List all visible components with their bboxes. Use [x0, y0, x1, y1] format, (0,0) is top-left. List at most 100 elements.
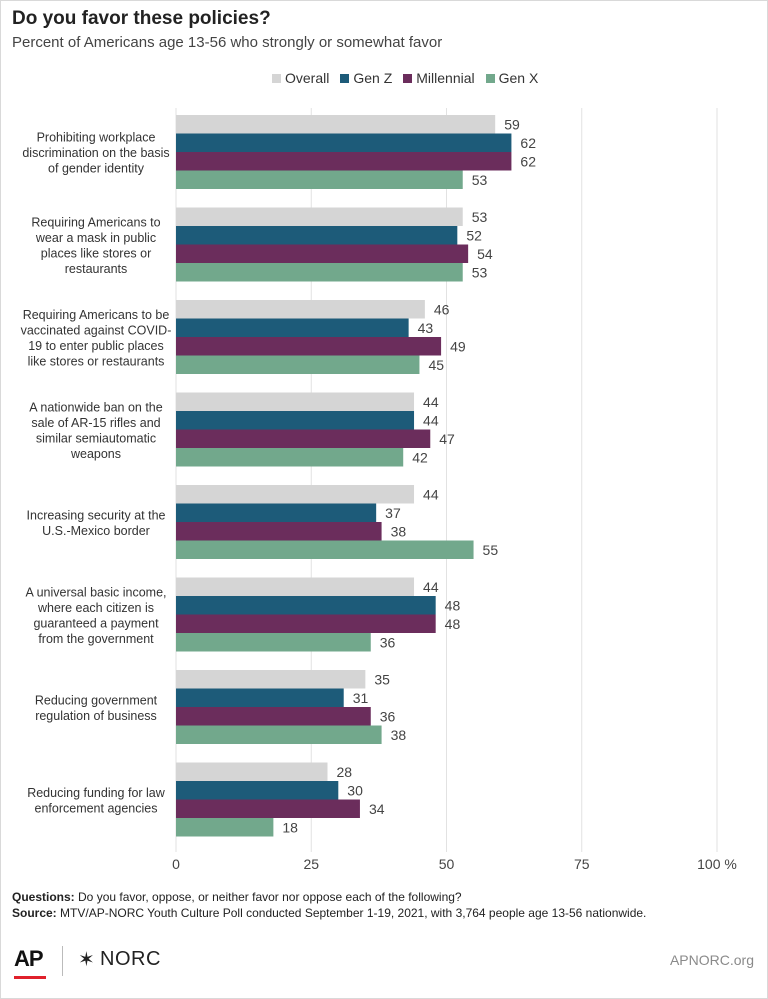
bar [176, 725, 382, 744]
questions-note: Questions: Do you favor, oppose, or neit… [12, 889, 646, 905]
bar [176, 115, 496, 134]
bar-value-label: 52 [466, 227, 482, 243]
legend-label: Millennial [416, 70, 475, 86]
bar [176, 152, 512, 171]
category-label: sale of AR-15 rifles and [31, 416, 160, 430]
category-label: Requiring Americans to be [23, 308, 170, 322]
bar-value-label: 44 [423, 486, 439, 502]
bar-value-label: 36 [380, 634, 396, 650]
bar [176, 244, 469, 263]
bar [176, 522, 382, 541]
category-label: guaranteed a payment [33, 616, 159, 630]
legend-label: Gen X [498, 70, 539, 86]
bar [176, 540, 474, 559]
questions-label: Questions: [12, 890, 75, 904]
footer-divider [62, 946, 63, 976]
legend-item-0: Overall [272, 70, 329, 86]
bar-value-label: 34 [369, 801, 385, 817]
bar-value-label: 36 [380, 708, 396, 724]
bar-value-label: 31 [353, 690, 369, 706]
bar [176, 485, 415, 504]
source-text: MTV/AP-NORC Youth Culture Poll conducted… [60, 906, 647, 920]
bar [176, 577, 415, 596]
legend: Overall Gen Z Millennial Gen X [272, 70, 549, 86]
category-label: like stores or restaurants [28, 354, 165, 368]
x-tick-label: 0 [172, 856, 180, 872]
x-tick-label: 75 [574, 856, 590, 872]
bar-value-label: 43 [418, 320, 434, 336]
bar [176, 133, 512, 152]
bar-value-label: 55 [483, 542, 499, 558]
bar [176, 429, 431, 448]
chart-subtitle: Percent of Americans age 13-56 who stron… [12, 34, 443, 51]
bar-value-label: 47 [439, 431, 455, 447]
legend-item-2: Millennial [403, 70, 475, 86]
bar-value-label: 59 [504, 116, 520, 132]
footer: AP ✶ NORC APNORC.org [0, 936, 768, 986]
category-label: enforcement agencies [35, 801, 158, 815]
source-label: Source: [12, 906, 57, 920]
bar [176, 503, 377, 522]
site-link[interactable]: APNORC.org [669, 952, 754, 968]
bar-value-label: 53 [472, 264, 488, 280]
ap-logo-underline [14, 976, 46, 979]
category-label: of gender identity [48, 162, 145, 176]
category-label: vaccinated against COVID- [21, 323, 172, 337]
bar [176, 318, 409, 337]
bar [176, 392, 415, 411]
category-label: restaurants [65, 262, 128, 276]
legend-swatch [340, 73, 350, 83]
category-label: places like stores or [41, 246, 151, 260]
bar-value-label: 38 [391, 523, 407, 539]
x-tick-label: 100 % [697, 856, 737, 872]
category-label: from the government [38, 632, 154, 646]
bar [176, 263, 463, 282]
bar-value-label: 18 [282, 819, 298, 835]
category-label: weapons [70, 447, 121, 461]
category-label: A universal basic income, [25, 585, 166, 599]
bar [176, 411, 415, 430]
legend-item-3: Gen X [485, 70, 539, 86]
legend-item-1: Gen Z [340, 70, 392, 86]
legend-label: Gen Z [353, 70, 393, 86]
bar [176, 688, 344, 707]
category-label: discrimination on the basis [22, 146, 169, 160]
bar-value-label: 53 [472, 172, 488, 188]
bar [176, 207, 463, 226]
bar [176, 355, 420, 374]
category-label: Prohibiting workplace [37, 131, 156, 145]
bar [176, 614, 436, 633]
legend-swatch [485, 73, 495, 83]
bar-value-label: 28 [336, 764, 352, 780]
legend-swatch [403, 73, 413, 83]
category-label: Increasing security at the [27, 508, 166, 522]
source-note: Source: MTV/AP-NORC Youth Culture Poll c… [12, 905, 646, 921]
bar [176, 799, 360, 818]
bar-value-label: 62 [520, 153, 536, 169]
bar-value-label: 54 [477, 246, 493, 262]
norc-logo: NORC [100, 948, 161, 970]
category-label: U.S.-Mexico border [42, 524, 150, 538]
x-tick-label: 25 [303, 856, 319, 872]
category-label: Reducing government [35, 693, 158, 707]
bar-value-label: 53 [472, 209, 488, 225]
bar [176, 448, 404, 467]
bar-value-label: 62 [520, 135, 536, 151]
bar [176, 596, 436, 615]
bar [176, 633, 371, 652]
legend-swatch [272, 73, 281, 83]
category-label: 19 to enter public places [28, 339, 164, 353]
bar-value-label: 46 [434, 301, 450, 317]
bar [176, 670, 366, 689]
legend-label: Overall [285, 70, 330, 86]
bar [176, 226, 458, 245]
category-label: Reducing funding for law [27, 786, 166, 800]
footnotes: Questions: Do you favor, oppose, or neit… [12, 889, 646, 921]
bar-chart: 0 25 50 75 100 % Prohibiting workplacediscrim… [21, 108, 737, 872]
bar-value-label: 42 [412, 449, 428, 465]
bar [176, 170, 463, 189]
category-label: Requiring Americans to [31, 215, 160, 229]
bar [176, 762, 328, 781]
category-label: where each citizen is [37, 601, 154, 615]
bar-value-label: 44 [423, 412, 439, 428]
